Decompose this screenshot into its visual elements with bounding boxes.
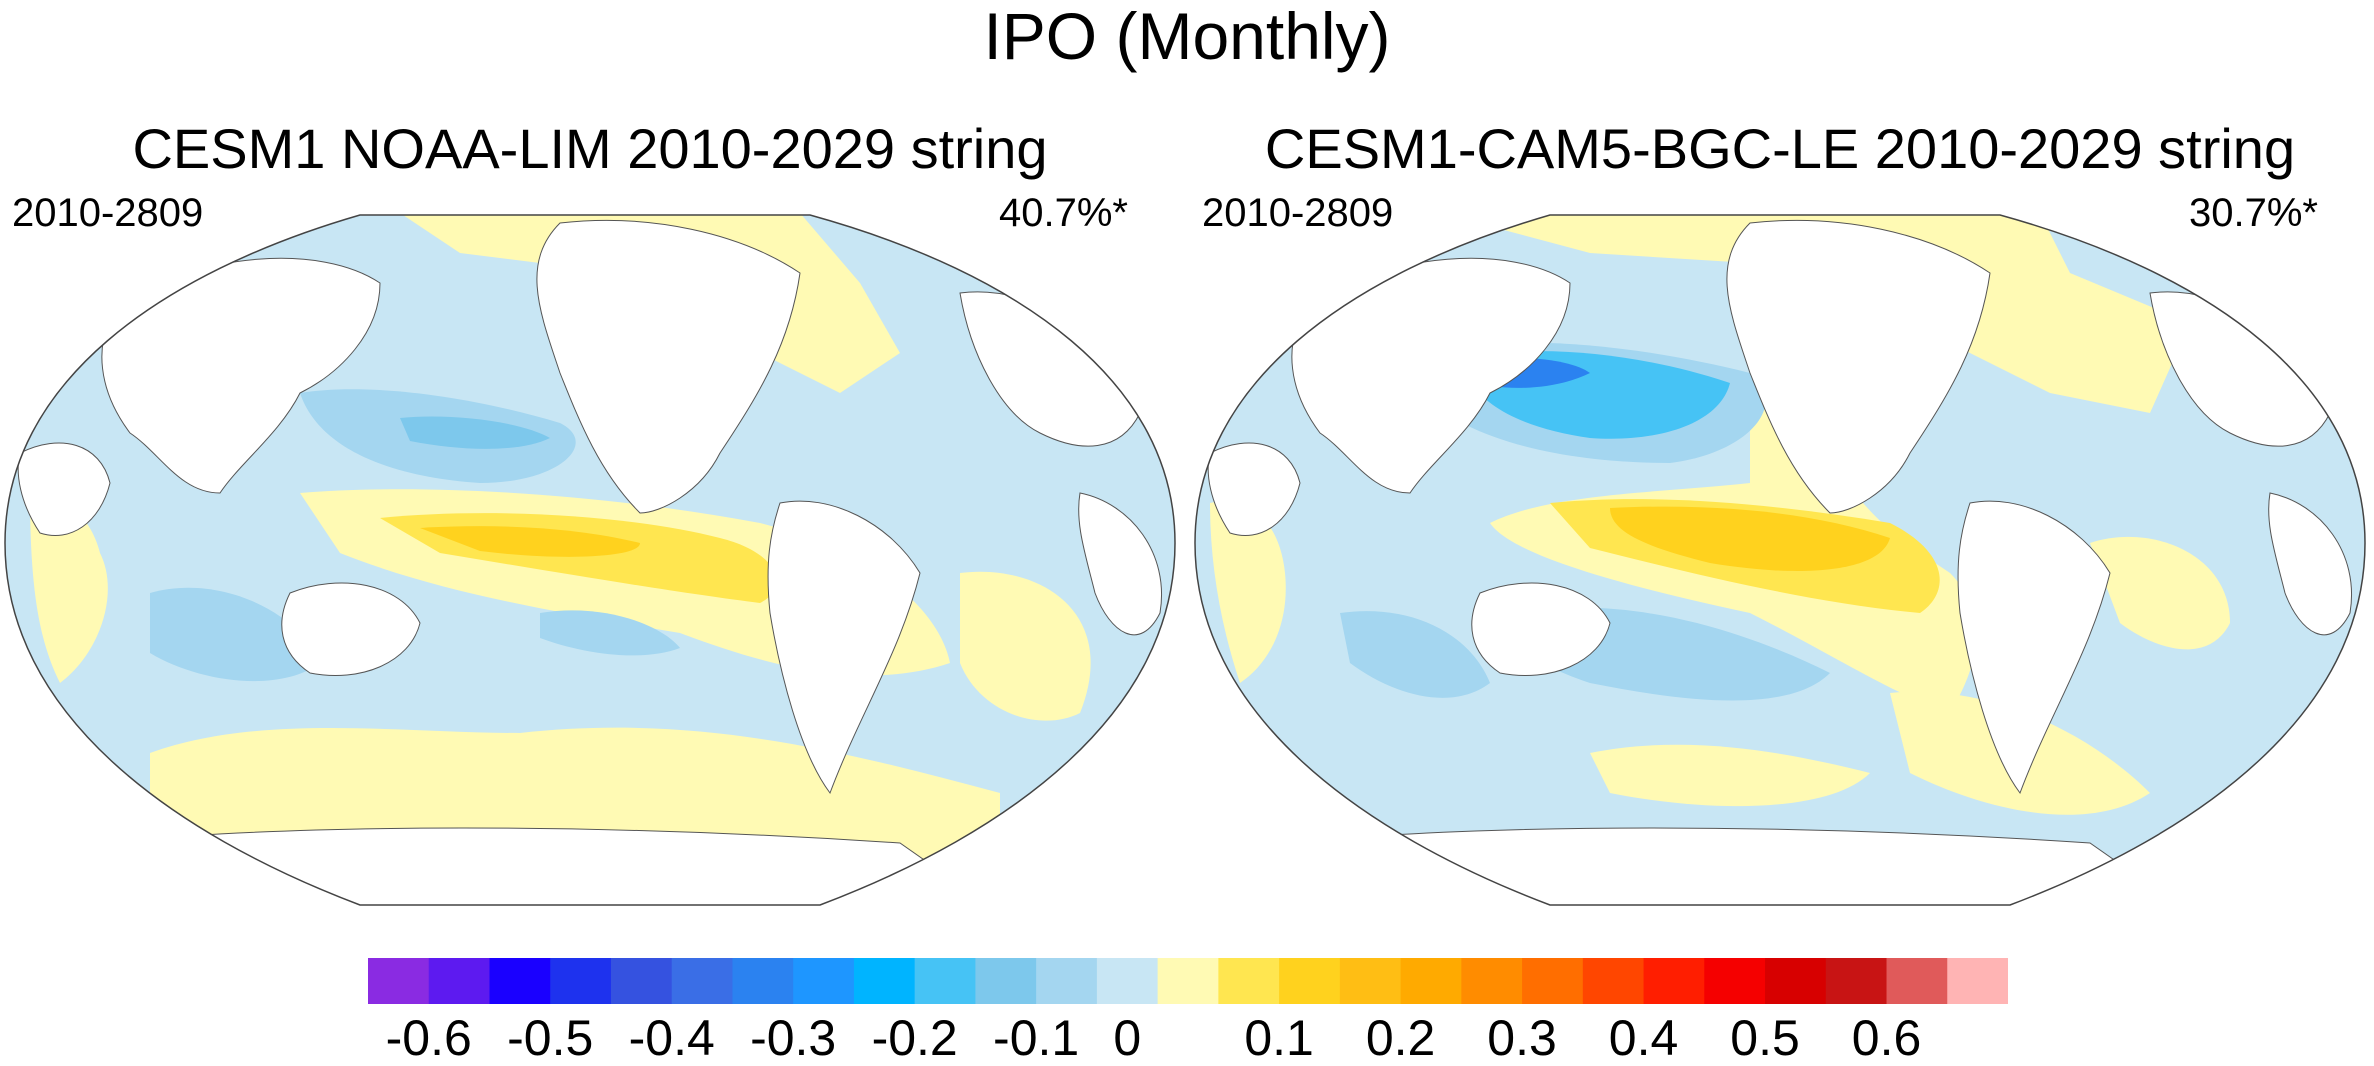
colorbar-swatch (732, 958, 794, 1004)
colorbar-swatch (1036, 958, 1098, 1004)
map-outline (1194, 214, 2366, 906)
land-mass (767, 500, 921, 795)
colorbar-swatch (368, 958, 430, 1004)
colorbar-tick-label: -0.6 (385, 1010, 472, 1066)
panel-period: 2010-2809 (1202, 191, 1394, 235)
colorbar-swatch (1522, 958, 1584, 1004)
land-mass (1957, 500, 2111, 795)
colorbar-tick-label: 0.3 (1487, 1010, 1557, 1066)
colorbar-swatch (671, 958, 733, 1004)
colorbar-swatch (1339, 958, 1402, 1004)
colorbar-tick-label: 0.2 (1365, 1010, 1436, 1066)
anomaly-contour (400, 416, 550, 449)
colorbar-swatch (1461, 958, 1523, 1004)
colorbar-tick-label: 0.1 (1244, 1010, 1314, 1066)
anomaly-contour (2090, 536, 2230, 650)
land-mass (99, 827, 1002, 905)
land-mass (17, 442, 111, 537)
anomaly-contour (960, 571, 1091, 721)
colorbar-swatch (975, 958, 1037, 1004)
colorbar-swatch (1947, 958, 2008, 1004)
anomaly-contour (1210, 501, 1286, 683)
land-mass (101, 257, 381, 494)
colorbar-swatch (550, 958, 612, 1004)
anomaly-contour (540, 610, 680, 656)
colorbar-tick-label: -0.2 (871, 1010, 958, 1066)
anomaly-contour (150, 587, 320, 682)
anomaly-contour (1590, 744, 1870, 807)
panel-variance: 40.7%* (999, 191, 1128, 235)
anomaly-contour (30, 493, 108, 683)
map-panel-left: CESM1 NOAA-LIM 2010-2029 string 2010-280… (0, 118, 1180, 918)
land-mass (536, 219, 801, 514)
land-mass (1289, 827, 2192, 905)
colorbar-swatch (489, 958, 551, 1004)
land-mass (1726, 219, 1991, 514)
colorbar-swatch (1886, 958, 1948, 1004)
anomaly-contour (1610, 506, 1890, 571)
colorbar-swatch (428, 958, 490, 1004)
panel-title: CESM1-CAM5-BGC-LE 2010-2029 string (1264, 117, 2296, 180)
colorbar-tick-label: -0.3 (750, 1010, 837, 1066)
land-mass (1078, 492, 1162, 636)
colorbar-swatch (1643, 958, 1705, 1004)
colorbar-tick-label: -0.4 (628, 1010, 715, 1066)
colorbar-tick-label: -0.5 (507, 1010, 594, 1066)
colorbar-swatch (1704, 958, 1766, 1004)
colorbar-swatch (1582, 958, 1645, 1004)
anomaly-contour (1340, 611, 1490, 698)
map-outline (4, 214, 1176, 906)
panel-period: 2010-2809 (12, 191, 204, 235)
panel-title: CESM1 NOAA-LIM 2010-2029 string (132, 117, 1048, 180)
anomaly-contour (420, 526, 640, 557)
colorbar-swatch (1765, 958, 1827, 1004)
colorbar-tick-label: 0.6 (1851, 1010, 1922, 1066)
colorbar-tick-label: 0.5 (1730, 1010, 1800, 1066)
land-mass (281, 582, 421, 677)
land-mass (2268, 492, 2352, 636)
robinson-map-left (4, 214, 1176, 906)
colorbar-swatch (610, 958, 673, 1004)
colorbar-swatch (1096, 958, 1159, 1004)
robinson-map-right (1194, 214, 2366, 906)
anomaly-contour (1440, 215, 2190, 413)
colorbar-swatch (793, 958, 855, 1004)
land-mass (1291, 257, 1571, 494)
map-panel-right: CESM1-CAM5-BGC-LE 2010-2029 string 2010-… (1190, 118, 2370, 918)
land-mass (1207, 442, 1301, 537)
colorbar-swatch (1218, 958, 1280, 1004)
colorbar (368, 958, 2008, 1004)
colorbar-tick-label: 0.4 (1608, 1010, 1679, 1066)
colorbar-swatch (1825, 958, 1888, 1004)
colorbar-tick-label: 0 (1113, 1010, 1142, 1066)
land-mass (1471, 582, 1611, 677)
colorbar-swatch (1400, 958, 1462, 1004)
colorbar-swatch (1157, 958, 1219, 1004)
colorbar-tick-label: -0.1 (993, 1010, 1080, 1066)
colorbar-swatch (1279, 958, 1341, 1004)
main-title: IPO (Monthly) (983, 0, 1391, 73)
panel-variance: 30.7%* (2189, 191, 2318, 235)
colorbar-swatch (914, 958, 976, 1004)
colorbar-swatch (853, 958, 916, 1004)
